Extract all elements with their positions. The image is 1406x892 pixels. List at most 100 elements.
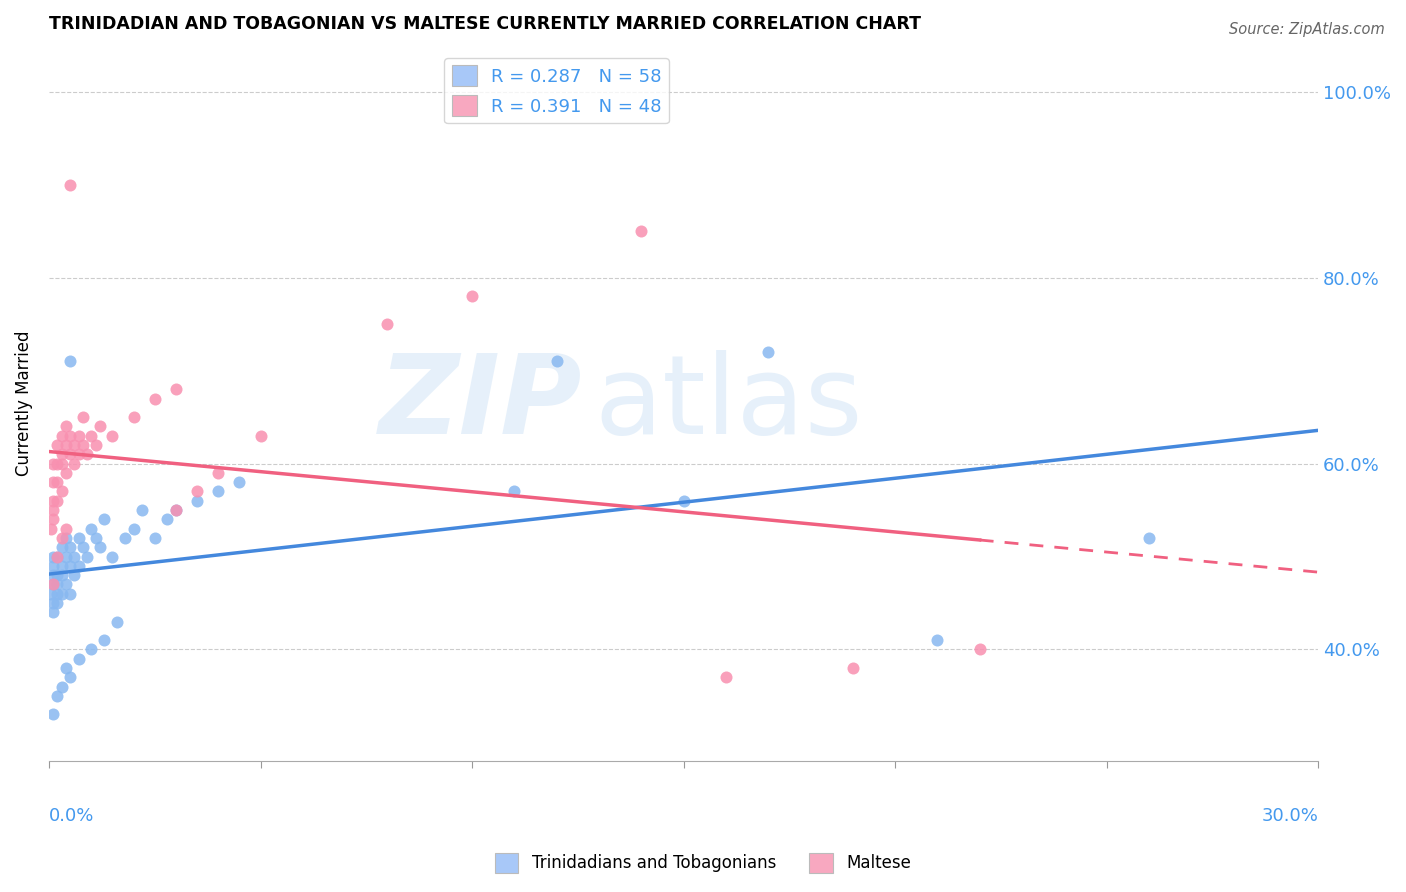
Point	[59, 354, 82, 368]
Point	[377, 318, 399, 332]
Point	[756, 345, 779, 359]
Point	[228, 475, 250, 490]
Point	[84, 438, 107, 452]
Point	[714, 670, 737, 684]
Point	[114, 531, 136, 545]
Point	[51, 531, 73, 545]
Point	[63, 438, 86, 452]
Point	[59, 670, 82, 684]
Point	[165, 503, 187, 517]
Point	[672, 493, 695, 508]
Point	[59, 587, 82, 601]
Point	[59, 178, 82, 192]
Legend: R = 0.287   N = 58, R = 0.391   N = 48: R = 0.287 N = 58, R = 0.391 N = 48	[444, 58, 669, 123]
Point	[59, 447, 82, 461]
Point	[46, 577, 69, 591]
Text: Source: ZipAtlas.com: Source: ZipAtlas.com	[1229, 22, 1385, 37]
Point	[55, 531, 77, 545]
Point	[67, 651, 90, 665]
Point	[67, 429, 90, 443]
Point	[67, 531, 90, 545]
Point	[76, 447, 98, 461]
Point	[630, 224, 652, 238]
Point	[165, 503, 187, 517]
Point	[67, 447, 90, 461]
Point	[105, 615, 128, 629]
Point	[51, 558, 73, 573]
Point	[46, 493, 69, 508]
Text: TRINIDADIAN AND TOBAGONIAN VS MALTESE CURRENTLY MARRIED CORRELATION CHART: TRINIDADIAN AND TOBAGONIAN VS MALTESE CU…	[49, 15, 921, 33]
Point	[46, 587, 69, 601]
Point	[63, 457, 86, 471]
Point	[42, 605, 65, 619]
Point	[46, 568, 69, 582]
Point	[143, 392, 166, 406]
Point	[55, 522, 77, 536]
Point	[46, 475, 69, 490]
Point	[42, 707, 65, 722]
Point	[55, 438, 77, 452]
Point	[39, 522, 62, 536]
Point	[89, 540, 111, 554]
Point	[46, 549, 69, 564]
Point	[165, 382, 187, 396]
Point	[42, 577, 65, 591]
Point	[93, 633, 115, 648]
Point	[156, 512, 179, 526]
Point	[51, 457, 73, 471]
Point	[51, 540, 73, 554]
Point	[122, 410, 145, 425]
Text: ZIP: ZIP	[378, 350, 582, 457]
Point	[72, 540, 94, 554]
Point	[503, 484, 526, 499]
Point	[46, 438, 69, 452]
Point	[122, 522, 145, 536]
Point	[927, 633, 949, 648]
Point	[143, 531, 166, 545]
Point	[42, 568, 65, 582]
Point	[842, 661, 865, 675]
Point	[42, 596, 65, 610]
Legend: Trinidadians and Tobagonians, Maltese: Trinidadians and Tobagonians, Maltese	[488, 847, 918, 880]
Point	[55, 419, 77, 434]
Point	[59, 540, 82, 554]
Text: 0.0%: 0.0%	[49, 807, 94, 825]
Point	[63, 549, 86, 564]
Point	[55, 577, 77, 591]
Point	[59, 558, 82, 573]
Point	[55, 549, 77, 564]
Point	[1137, 531, 1160, 545]
Point	[249, 429, 271, 443]
Point	[46, 457, 69, 471]
Point	[55, 661, 77, 675]
Point	[76, 549, 98, 564]
Point	[42, 512, 65, 526]
Point	[42, 558, 65, 573]
Point	[42, 475, 65, 490]
Y-axis label: Currently Married: Currently Married	[15, 331, 32, 476]
Point	[67, 558, 90, 573]
Point	[46, 596, 69, 610]
Point	[89, 419, 111, 434]
Point	[80, 522, 103, 536]
Point	[461, 289, 484, 303]
Point	[42, 577, 65, 591]
Point	[55, 466, 77, 480]
Point	[72, 438, 94, 452]
Point	[51, 447, 73, 461]
Point	[46, 689, 69, 703]
Point	[42, 549, 65, 564]
Point	[80, 642, 103, 657]
Point	[39, 587, 62, 601]
Point	[51, 429, 73, 443]
Point	[84, 531, 107, 545]
Point	[93, 512, 115, 526]
Point	[63, 568, 86, 582]
Text: atlas: atlas	[595, 350, 863, 457]
Point	[101, 549, 124, 564]
Point	[207, 484, 229, 499]
Point	[969, 642, 991, 657]
Point	[101, 429, 124, 443]
Point	[42, 503, 65, 517]
Point	[131, 503, 153, 517]
